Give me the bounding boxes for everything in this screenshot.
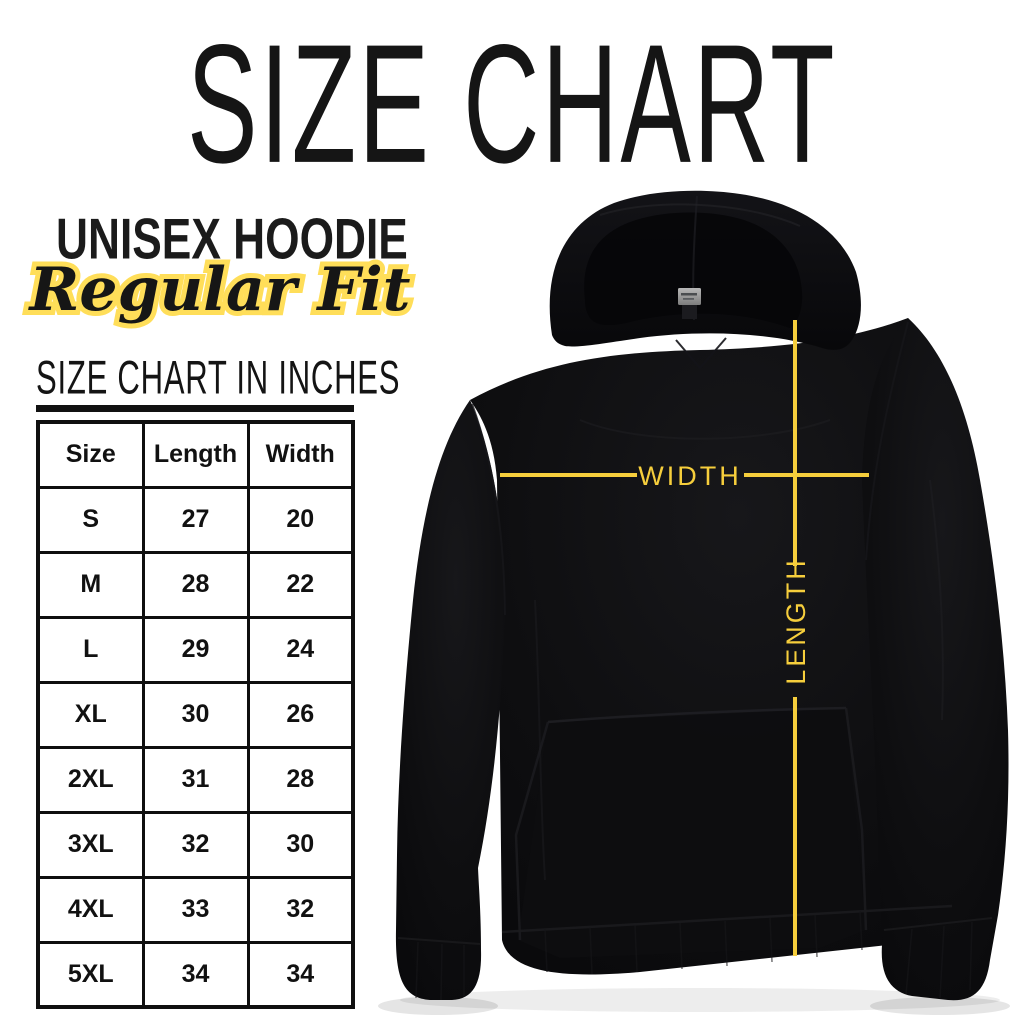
column-header-size: Size [36, 420, 145, 489]
table-row: XL 30 26 [36, 680, 355, 749]
product-name: UNISEX HOODIE [56, 207, 408, 272]
length-cell: 29 [141, 615, 250, 684]
length-cell: 31 [141, 745, 250, 814]
left-armhole-seam [471, 403, 506, 616]
table-row: L 29 24 [36, 615, 355, 684]
right-sleeve [862, 318, 1009, 1001]
hoodie-illustration: WIDTH LENGTH [378, 190, 1010, 1015]
rib-line [814, 914, 818, 958]
garment-seams [397, 321, 993, 945]
rib-line [969, 921, 973, 991]
table-row: 4XL 33 32 [36, 875, 355, 944]
hem-seam [501, 904, 953, 934]
body-wrinkle [534, 599, 546, 881]
table-heading-text: SIZE CHART IN INCHES [36, 350, 401, 404]
width-cell: 26 [246, 680, 355, 749]
rib-line [905, 928, 913, 995]
table-row: M 28 22 [36, 550, 355, 619]
length-cell: 30 [141, 680, 250, 749]
rib-line [679, 922, 683, 970]
rib-line [859, 910, 863, 951]
measurement-overlay: WIDTH LENGTH [500, 320, 869, 956]
length-cell: 32 [141, 810, 250, 879]
width-cell: 32 [246, 875, 355, 944]
width-cell: 34 [246, 940, 355, 1009]
rib-line [415, 941, 419, 999]
right-cuff-seam [883, 917, 993, 931]
size-cell: S [36, 485, 145, 554]
length-cell: 28 [141, 550, 250, 619]
left-sleeve [395, 400, 506, 1000]
fit-label-outline: Regular Fit [25, 251, 416, 330]
rib-line [544, 928, 548, 973]
fit-label-text: Regular Fit [29, 255, 411, 325]
width-cell: 28 [246, 745, 355, 814]
width-label: WIDTH [638, 461, 741, 491]
size-cell: L [36, 615, 145, 684]
table-row: 3XL 32 30 [36, 810, 355, 879]
heading-underline [36, 405, 354, 413]
length-cell: 34 [141, 940, 250, 1009]
collar-placket [675, 337, 727, 370]
hood-highlight [599, 203, 801, 227]
width-cell: 20 [246, 485, 355, 554]
size-cell: 2XL [36, 745, 145, 814]
fit-label: Regular Fit Regular Fit [20, 251, 420, 356]
pocket-panel [518, 708, 866, 958]
width-cell: 22 [246, 550, 355, 619]
drop-shadow [378, 988, 1010, 1015]
table-row: S 27 20 [36, 485, 355, 554]
rib-line [634, 924, 638, 973]
left-cuff-seam [397, 937, 481, 945]
sleeve-wrinkle [929, 479, 944, 721]
size-cell: 5XL [36, 940, 145, 1009]
rib-line [440, 943, 443, 1001]
pocket-seam-right [844, 707, 868, 931]
rib-line [939, 925, 945, 999]
table-header-row: Size Length Width [36, 420, 355, 489]
pocket-seam-left [514, 721, 550, 941]
chest-wrinkle [579, 419, 831, 440]
size-cell: XL [36, 680, 145, 749]
rib-line [589, 926, 593, 975]
size-cell: 3XL [36, 810, 145, 879]
column-header-length: Length [141, 420, 250, 489]
brand-tag [678, 288, 701, 319]
size-cell: 4XL [36, 875, 145, 944]
length-cell: 27 [141, 485, 250, 554]
length-cell: 33 [141, 875, 250, 944]
rib-texture [415, 910, 973, 1001]
size-cell: M [36, 550, 145, 619]
hoodie-figure: WIDTH LENGTH [376, 178, 1024, 1024]
length-label: LENGTH [781, 557, 811, 685]
table-row: 2XL 31 28 [36, 745, 355, 814]
table-row: 5XL 34 34 [36, 940, 355, 1009]
rib-line [769, 917, 773, 963]
table-heading: SIZE CHART IN INCHES [36, 350, 528, 413]
pocket-seam-top [547, 706, 847, 724]
width-cell: 30 [246, 810, 355, 879]
right-armhole-seam [865, 321, 909, 561]
width-cell: 24 [246, 615, 355, 684]
column-header-width: Width [246, 420, 355, 489]
kangaroo-pocket [514, 706, 868, 958]
size-table: Size Length Width S 27 20 M 28 22 L 29 2… [36, 420, 355, 1009]
page-title: SIZE CHART [187, 9, 837, 198]
rib-line [724, 920, 728, 967]
